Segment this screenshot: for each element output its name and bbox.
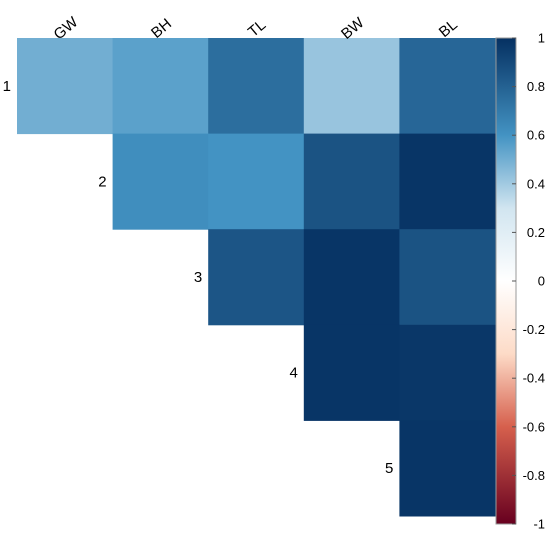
heatmap-cells bbox=[17, 38, 496, 517]
heatmap-cell-2-TL bbox=[208, 134, 304, 230]
colorbar-tick-label: 0.6 bbox=[527, 128, 545, 143]
column-label-bl: BL bbox=[436, 16, 461, 41]
row-label-4: 4 bbox=[289, 365, 297, 382]
colorbar-tick-label: 0.8 bbox=[527, 79, 545, 94]
colorbar-tick-label: 0 bbox=[538, 274, 545, 289]
colorbar-tick-label: -0.4 bbox=[523, 371, 545, 386]
heatmap-cell-1-BH bbox=[113, 38, 209, 134]
colorbar-tick-label: -0.6 bbox=[523, 419, 545, 434]
colorbar-tick-label: -0.8 bbox=[523, 468, 545, 483]
colorbar-tick-label: -0.2 bbox=[523, 322, 545, 337]
heatmap-cell-3-BL bbox=[399, 229, 495, 325]
heatmap-cell-3-TL bbox=[208, 229, 304, 325]
heatmap-cell-2-BH bbox=[113, 134, 209, 230]
column-label-tl: TL bbox=[245, 16, 269, 40]
heatmap-cell-3-BW bbox=[304, 229, 400, 325]
colorbar-tick-label: -1 bbox=[533, 517, 545, 532]
colorbar: 1 0.8 0.6 0.4 0.2 0 -0.2 -0.4 -0.6 -0.8 -1 bbox=[496, 31, 545, 532]
heatmap-cell-2-BW bbox=[304, 134, 400, 230]
heatmap-cell-4-BW bbox=[304, 325, 400, 421]
colorbar-tick-label: 0.4 bbox=[527, 176, 545, 191]
colorbar-tick-label: 0.2 bbox=[527, 225, 545, 240]
heatmap-cell-1-TL bbox=[208, 38, 304, 134]
row-label-1: 1 bbox=[3, 78, 11, 95]
row-label-5: 5 bbox=[385, 460, 393, 477]
row-label-3: 3 bbox=[194, 269, 202, 286]
column-label-bh: BH bbox=[148, 15, 175, 41]
row-label-2: 2 bbox=[98, 173, 106, 190]
colorbar-tick-label: 1 bbox=[538, 31, 545, 46]
heatmap-cell-2-BL bbox=[399, 134, 495, 230]
heatmap-cell-1-GW bbox=[17, 38, 113, 134]
heatmap-cell-4-BL bbox=[399, 325, 495, 421]
heatmap-cell-1-BW bbox=[304, 38, 400, 134]
heatmap-cell-5-BL bbox=[399, 420, 495, 516]
heatmap-cell-1-BL bbox=[399, 38, 495, 134]
